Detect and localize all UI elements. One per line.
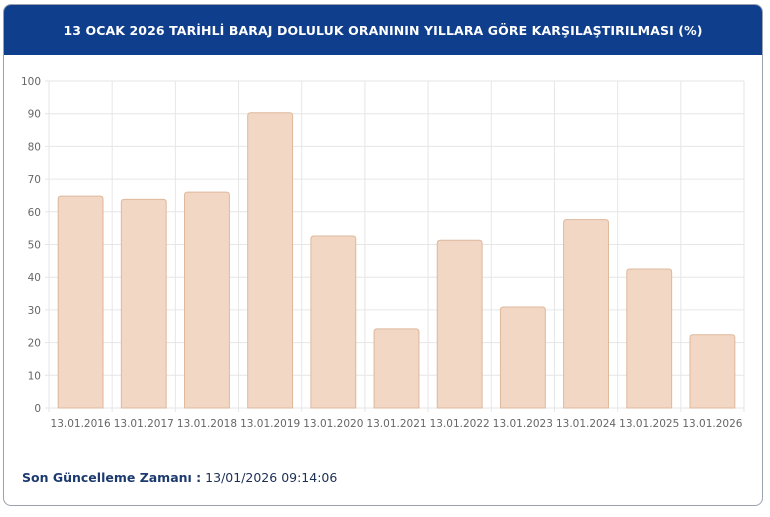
y-tick-label: 60 [28, 207, 41, 219]
y-tick-label: 10 [28, 370, 41, 382]
x-tick-label: 13.01.2018 [177, 418, 237, 430]
x-tick-label: 13.01.2026 [682, 418, 742, 430]
x-tick-label: 13.01.2025 [619, 418, 679, 430]
bar [373, 328, 420, 409]
y-tick-label: 30 [28, 305, 41, 317]
x-tick-label: 13.01.2021 [366, 418, 426, 430]
x-tick-label: 13.01.2023 [493, 418, 553, 430]
last-update-label: Son Güncelleme Zamanı : [22, 470, 202, 485]
chart-card: 13 OCAK 2026 TARİHLİ BARAJ DOLULUK ORANI… [3, 4, 763, 506]
y-tick-label: 20 [28, 338, 41, 350]
y-tick-label: 40 [28, 272, 41, 284]
last-update: Son Güncelleme Zamanı : 13/01/2026 09:14… [22, 470, 337, 485]
bar [184, 191, 230, 409]
x-tick-label: 13.01.2022 [430, 418, 490, 430]
y-tick-label: 50 [28, 240, 41, 252]
x-tick-label: 13.01.2024 [556, 418, 616, 430]
chart-title: 13 OCAK 2026 TARİHLİ BARAJ DOLULUK ORANI… [4, 5, 762, 55]
y-tick-label: 100 [21, 76, 41, 88]
bar [247, 112, 294, 409]
y-tick-label: 0 [34, 403, 41, 415]
bar [436, 239, 483, 409]
bar [563, 219, 609, 409]
x-tick-label: 13.01.2019 [240, 418, 300, 430]
x-tick-label: 13.01.2017 [114, 418, 174, 430]
bar [499, 306, 546, 409]
bar [689, 334, 736, 409]
y-tick-label: 80 [28, 141, 41, 153]
y-tick-label: 70 [28, 174, 41, 186]
x-tick-label: 13.01.2020 [303, 418, 363, 430]
last-update-value: 13/01/2026 09:14:06 [205, 470, 338, 485]
bar [626, 268, 673, 409]
bar [57, 195, 104, 409]
x-tick-label: 13.01.2016 [51, 418, 111, 430]
bar [120, 198, 167, 409]
bar [310, 235, 357, 409]
y-tick-label: 90 [28, 109, 41, 121]
